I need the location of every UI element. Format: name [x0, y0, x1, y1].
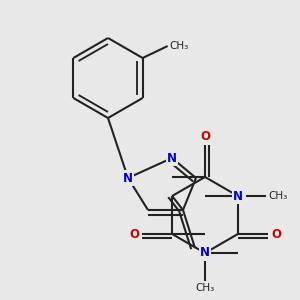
Text: N: N: [200, 247, 210, 260]
Text: CH₃: CH₃: [195, 283, 214, 293]
Text: O: O: [200, 130, 210, 143]
Text: O: O: [271, 227, 281, 241]
Text: N: N: [123, 172, 133, 184]
Text: N: N: [167, 152, 177, 164]
Text: O: O: [129, 227, 139, 241]
Text: CH₃: CH₃: [169, 41, 189, 51]
Text: CH₃: CH₃: [268, 191, 287, 201]
Text: N: N: [233, 190, 243, 202]
